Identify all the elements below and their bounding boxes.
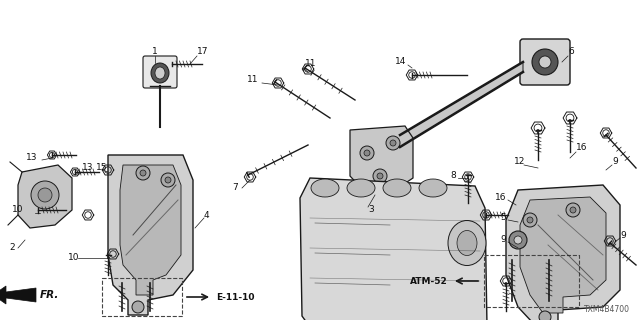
Text: 11: 11 xyxy=(305,60,317,68)
Text: 9: 9 xyxy=(500,236,506,244)
Text: E-11-10: E-11-10 xyxy=(216,292,255,301)
Text: 15: 15 xyxy=(96,163,108,172)
Circle shape xyxy=(390,140,396,146)
Polygon shape xyxy=(120,165,181,295)
Text: 16: 16 xyxy=(576,143,588,153)
Circle shape xyxy=(360,146,374,160)
Text: 8: 8 xyxy=(450,171,456,180)
Text: 9: 9 xyxy=(620,230,626,239)
Circle shape xyxy=(386,136,400,150)
Circle shape xyxy=(570,207,576,213)
Text: 11: 11 xyxy=(246,76,258,84)
FancyBboxPatch shape xyxy=(143,56,177,88)
Text: 6: 6 xyxy=(568,47,573,57)
Text: 1: 1 xyxy=(152,47,158,57)
Text: FR.: FR. xyxy=(40,290,60,300)
Polygon shape xyxy=(300,178,487,320)
Text: 3: 3 xyxy=(368,205,374,214)
Ellipse shape xyxy=(539,56,551,68)
Text: 17: 17 xyxy=(197,47,209,57)
Text: 4: 4 xyxy=(204,211,210,220)
Ellipse shape xyxy=(383,179,411,197)
Ellipse shape xyxy=(532,49,558,75)
Text: 10: 10 xyxy=(12,205,24,214)
Text: 10: 10 xyxy=(68,253,79,262)
Circle shape xyxy=(161,173,175,187)
Circle shape xyxy=(523,213,537,227)
Polygon shape xyxy=(400,62,523,147)
Ellipse shape xyxy=(151,63,169,83)
Polygon shape xyxy=(108,155,193,315)
Text: 13: 13 xyxy=(26,154,38,163)
Polygon shape xyxy=(0,286,6,304)
Text: 9: 9 xyxy=(612,157,618,166)
Circle shape xyxy=(38,188,52,202)
Text: 7: 7 xyxy=(232,183,238,193)
Text: ATM-52: ATM-52 xyxy=(410,276,448,285)
Circle shape xyxy=(539,311,551,320)
Ellipse shape xyxy=(509,231,527,249)
Circle shape xyxy=(377,173,383,179)
Text: 5: 5 xyxy=(500,213,506,222)
Text: TXM4B4700: TXM4B4700 xyxy=(584,306,630,315)
Circle shape xyxy=(136,166,150,180)
Text: 13: 13 xyxy=(82,164,93,172)
Text: 14: 14 xyxy=(395,58,406,67)
FancyBboxPatch shape xyxy=(520,39,570,85)
Text: 12: 12 xyxy=(514,157,525,166)
Polygon shape xyxy=(6,288,36,302)
Ellipse shape xyxy=(347,179,375,197)
Circle shape xyxy=(31,181,59,209)
Ellipse shape xyxy=(311,179,339,197)
Polygon shape xyxy=(520,197,606,313)
Text: 16: 16 xyxy=(495,194,506,203)
Polygon shape xyxy=(506,185,620,320)
Circle shape xyxy=(132,301,144,313)
Ellipse shape xyxy=(457,230,477,255)
Circle shape xyxy=(165,177,171,183)
Polygon shape xyxy=(350,126,413,190)
Text: 2: 2 xyxy=(9,244,15,252)
Ellipse shape xyxy=(155,67,165,79)
Circle shape xyxy=(140,170,146,176)
Polygon shape xyxy=(18,165,72,228)
Ellipse shape xyxy=(419,179,447,197)
Ellipse shape xyxy=(514,236,522,244)
Circle shape xyxy=(566,203,580,217)
Circle shape xyxy=(373,169,387,183)
Circle shape xyxy=(527,217,533,223)
Ellipse shape xyxy=(448,220,486,266)
Circle shape xyxy=(364,150,370,156)
